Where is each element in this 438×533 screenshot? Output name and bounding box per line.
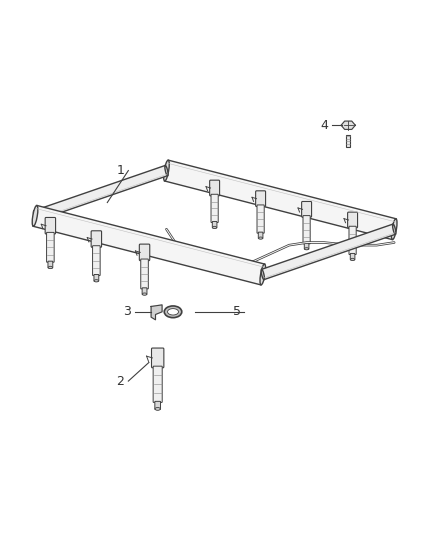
FancyBboxPatch shape: [304, 243, 309, 249]
FancyBboxPatch shape: [257, 205, 264, 233]
Ellipse shape: [165, 165, 168, 176]
Ellipse shape: [350, 259, 355, 261]
FancyBboxPatch shape: [92, 246, 100, 276]
Polygon shape: [33, 205, 265, 285]
FancyBboxPatch shape: [349, 226, 356, 255]
Ellipse shape: [164, 160, 169, 181]
Text: 1: 1: [117, 164, 124, 177]
FancyBboxPatch shape: [155, 401, 160, 409]
FancyBboxPatch shape: [139, 244, 150, 261]
FancyBboxPatch shape: [211, 194, 218, 223]
Ellipse shape: [212, 227, 217, 229]
FancyBboxPatch shape: [303, 215, 310, 244]
Ellipse shape: [155, 408, 160, 410]
FancyBboxPatch shape: [142, 288, 147, 295]
Ellipse shape: [261, 269, 265, 280]
FancyBboxPatch shape: [152, 348, 164, 368]
Text: 2: 2: [117, 375, 124, 387]
FancyBboxPatch shape: [91, 231, 102, 247]
FancyBboxPatch shape: [94, 274, 99, 281]
Ellipse shape: [392, 219, 397, 240]
Text: 3: 3: [123, 305, 131, 318]
Text: 4: 4: [320, 119, 328, 132]
FancyBboxPatch shape: [302, 201, 311, 217]
Polygon shape: [341, 121, 355, 130]
Ellipse shape: [142, 293, 147, 295]
FancyBboxPatch shape: [210, 180, 219, 196]
Ellipse shape: [304, 248, 309, 250]
Ellipse shape: [260, 264, 265, 285]
Ellipse shape: [392, 224, 396, 235]
Polygon shape: [261, 224, 396, 280]
Polygon shape: [151, 305, 162, 320]
FancyBboxPatch shape: [46, 232, 54, 262]
Ellipse shape: [32, 205, 38, 227]
FancyBboxPatch shape: [346, 135, 350, 147]
FancyBboxPatch shape: [45, 217, 56, 234]
Ellipse shape: [94, 280, 99, 282]
Polygon shape: [165, 160, 396, 240]
Ellipse shape: [168, 309, 179, 315]
FancyBboxPatch shape: [348, 212, 357, 228]
FancyBboxPatch shape: [212, 222, 217, 228]
FancyBboxPatch shape: [48, 261, 53, 268]
FancyBboxPatch shape: [141, 259, 148, 289]
Ellipse shape: [258, 237, 263, 239]
FancyBboxPatch shape: [256, 191, 265, 206]
Ellipse shape: [164, 306, 182, 318]
FancyBboxPatch shape: [258, 232, 263, 239]
Ellipse shape: [33, 211, 37, 221]
FancyBboxPatch shape: [350, 254, 355, 260]
Polygon shape: [34, 165, 168, 221]
Text: 5: 5: [233, 305, 240, 318]
Ellipse shape: [48, 266, 53, 269]
FancyBboxPatch shape: [153, 366, 162, 402]
